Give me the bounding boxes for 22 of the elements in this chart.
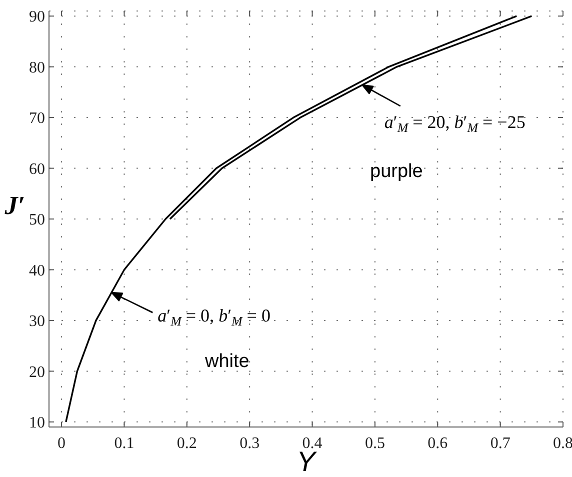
y-tick-label: 10 <box>29 414 45 432</box>
x-tick-label: 0.5 <box>364 435 385 452</box>
x-tick-label: 0.1 <box>114 435 134 452</box>
y-axis-title: J′ <box>4 191 25 220</box>
annotation: a′$_{M}$ = 20, b′$_{M}$ = −25 <box>384 112 526 135</box>
x-tick-label: 0.7 <box>490 435 510 452</box>
y-tick-label: 20 <box>29 364 45 381</box>
y-tick-label: 40 <box>29 262 45 280</box>
x-tick-label: 0.4 <box>302 435 322 452</box>
annotation: a′$_{M}$ = 0, b′$_{M}$ = 0 <box>158 306 270 328</box>
x-tick-label: 0.6 <box>428 435 448 452</box>
annotation: purple <box>370 161 423 182</box>
x-tick-label: 0.3 <box>240 435 260 452</box>
x-tick-label: 0.2 <box>176 435 197 452</box>
y-tick-label: 30 <box>29 313 45 330</box>
x-tick-label: 0 <box>58 435 66 452</box>
annotation: white <box>204 351 250 372</box>
y-tick-label: 90 <box>29 8 45 26</box>
y-tick-label: 80 <box>29 59 45 76</box>
y-tick-label: 60 <box>29 160 45 178</box>
y-tick-label: 70 <box>29 110 45 128</box>
y-tick-label: 50 <box>29 212 45 229</box>
